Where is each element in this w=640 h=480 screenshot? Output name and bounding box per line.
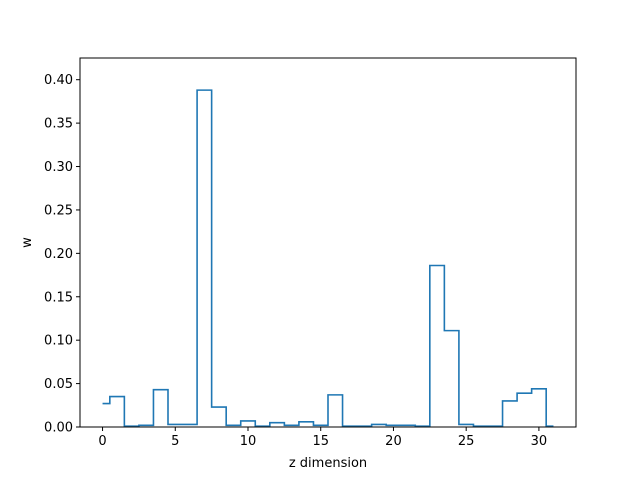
y-tick-label: 0.15 (44, 290, 73, 305)
x-tick-label: 20 (385, 434, 402, 449)
x-axis-ticks: 0 5 10 15 20 25 30 (98, 427, 547, 449)
x-tick-label: 25 (458, 434, 475, 449)
y-tick-label: 0.10 (44, 334, 73, 349)
x-tick-label: 15 (312, 434, 329, 449)
plot-frame (79, 57, 577, 428)
y-axis-label: w (20, 237, 35, 248)
y-tick-label: 0.05 (44, 377, 73, 392)
x-tick-label: 10 (240, 434, 257, 449)
series-step-line (102, 89, 554, 427)
x-tick-label: 0 (98, 434, 106, 449)
y-tick-label: 0.20 (44, 247, 73, 262)
x-tick-label: 5 (171, 434, 179, 449)
y-tick-label: 0.25 (44, 203, 73, 218)
x-axis-label: z dimension (289, 456, 367, 471)
y-tick-label: 0.35 (44, 117, 73, 132)
y-tick-label: 0.00 (44, 421, 73, 436)
y-tick-label: 0.40 (44, 73, 73, 88)
x-tick-label: 30 (531, 434, 548, 449)
y-tick-label: 0.30 (44, 160, 73, 175)
y-axis-ticks: 0.00 0.05 0.10 0.15 0.20 0.25 0.30 0.35 0.40 (44, 73, 80, 436)
